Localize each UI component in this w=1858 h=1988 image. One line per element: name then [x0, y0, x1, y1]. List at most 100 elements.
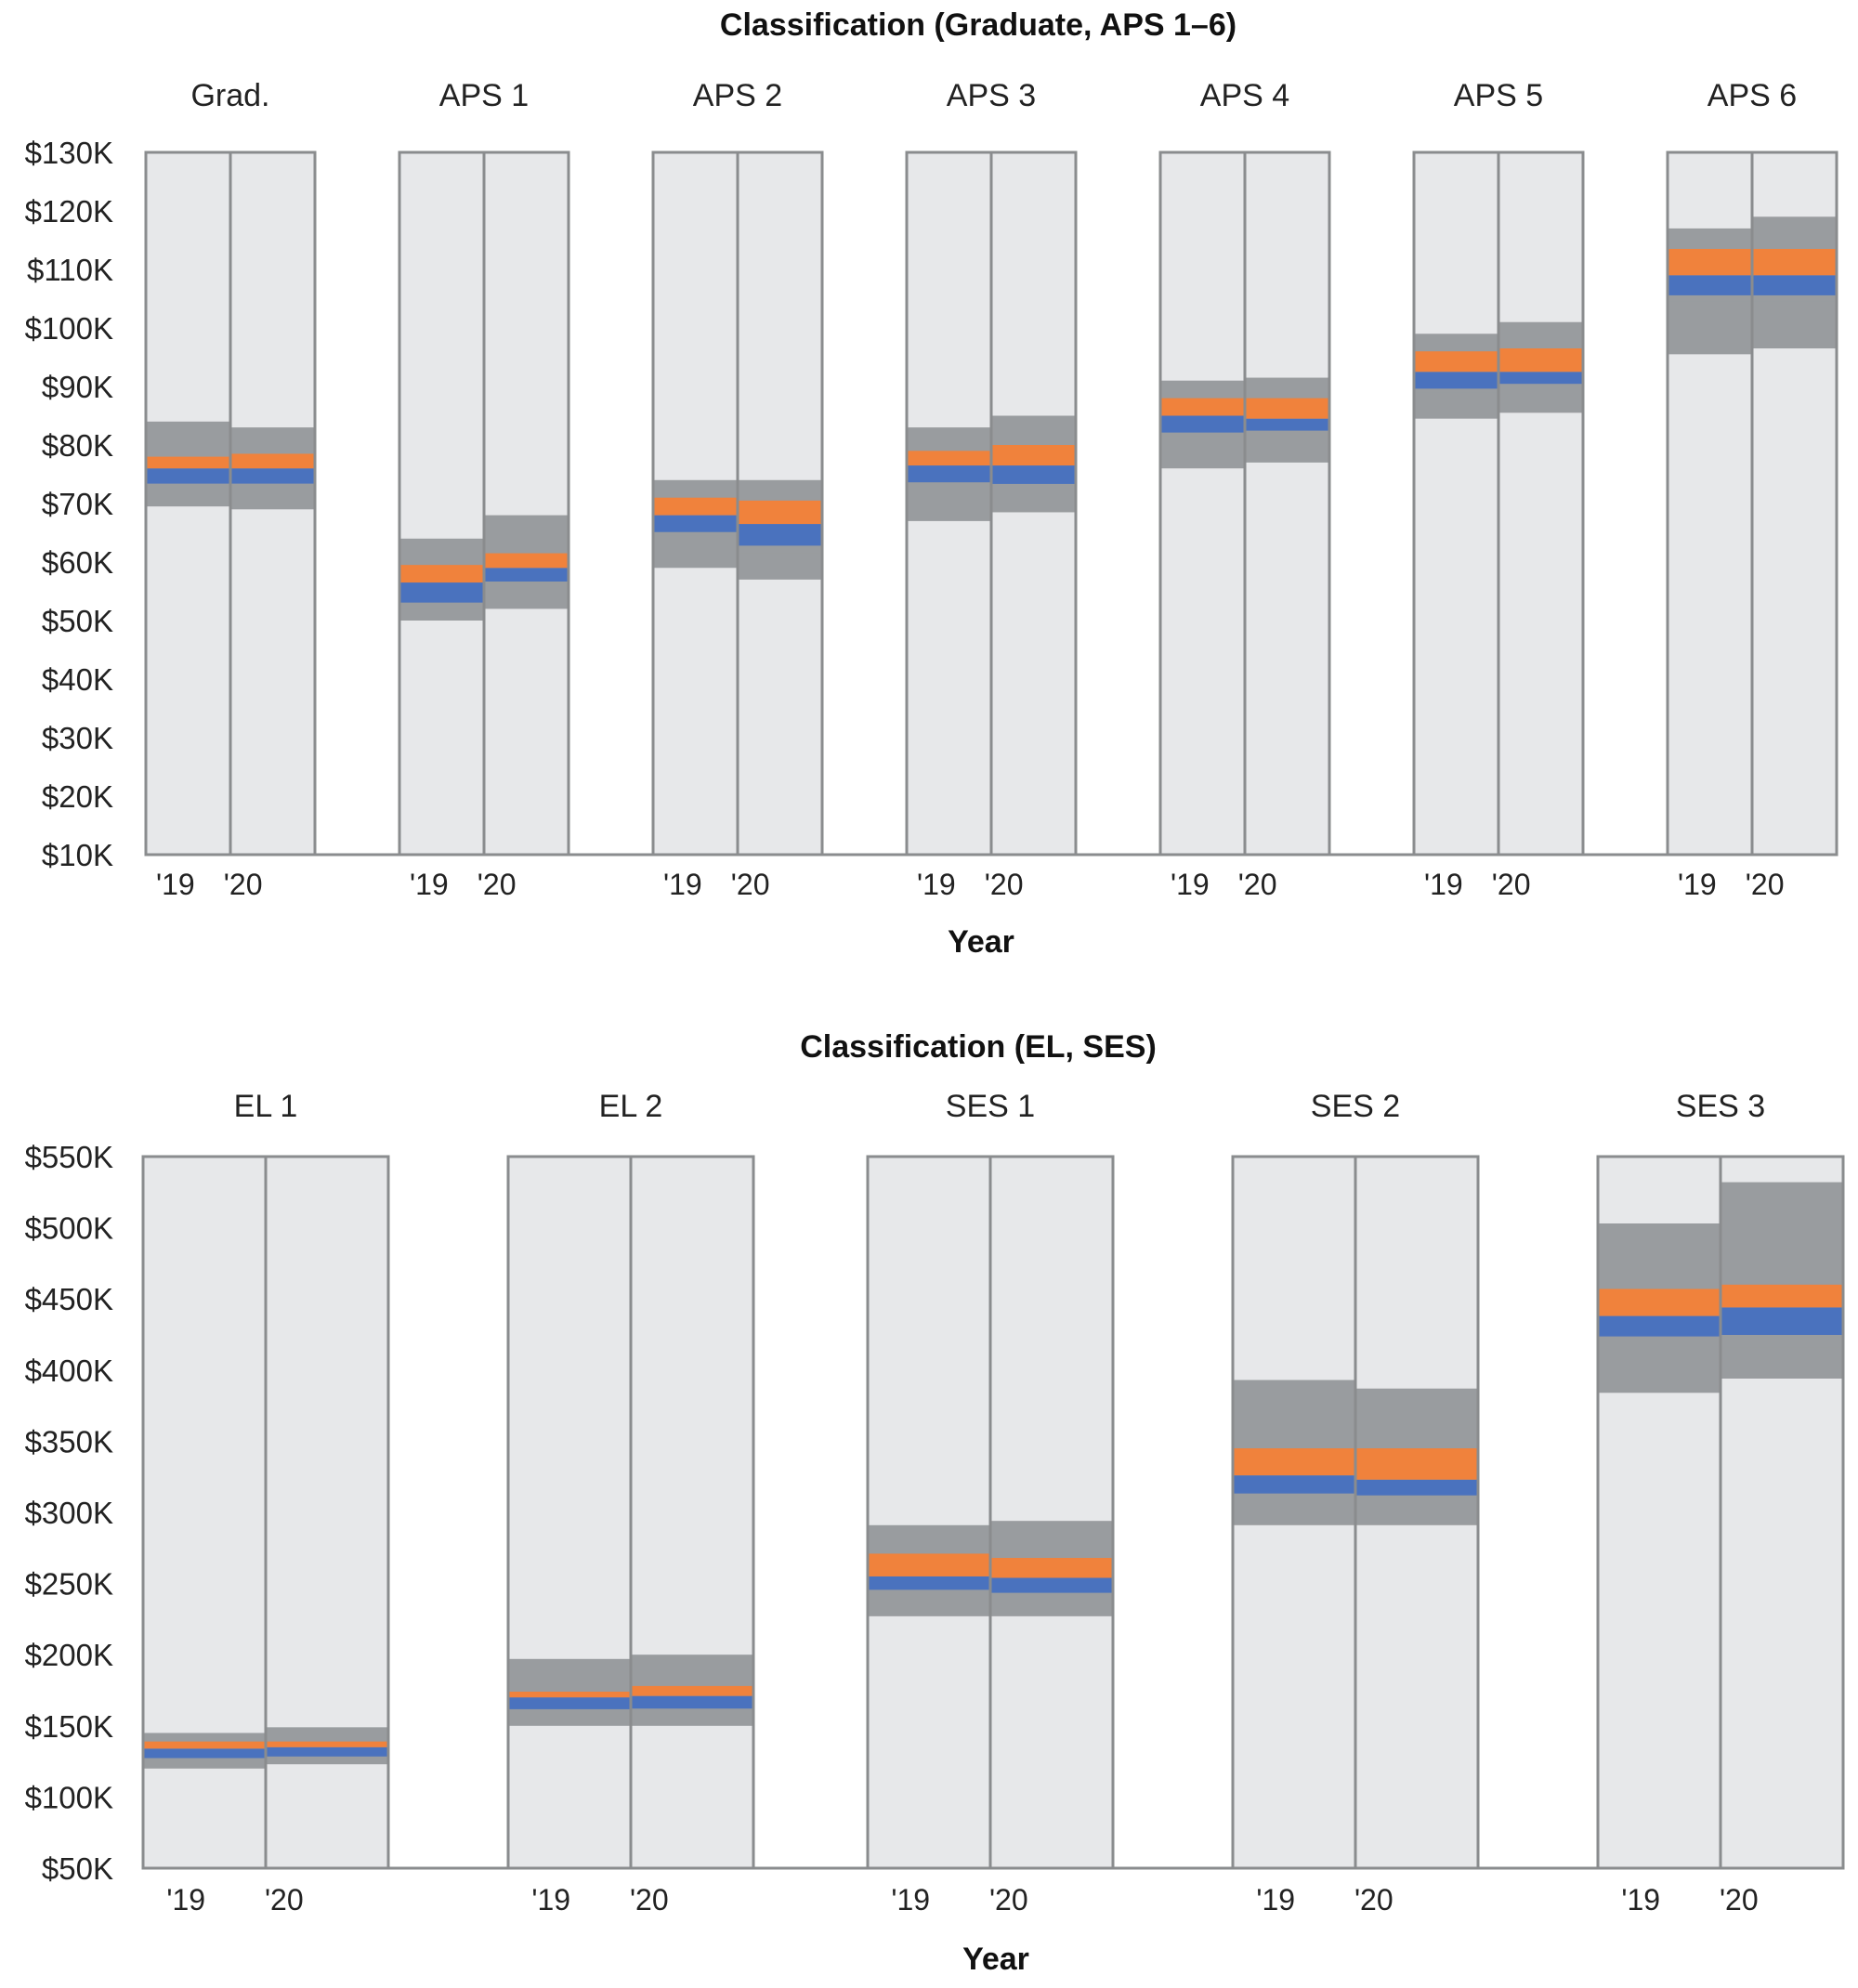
median-lower-band [508, 1697, 631, 1709]
year-tick-label: '19 [917, 868, 956, 901]
median-lower-band [266, 1746, 388, 1757]
median-upper-band [631, 1685, 753, 1696]
median-upper-band [738, 500, 822, 525]
group-label: Grad. [190, 78, 269, 113]
group-label: EL 1 [234, 1089, 298, 1124]
year-tick-label: '19 [891, 1883, 930, 1916]
chart-title: Classification (Graduate, APS 1–6) [720, 7, 1236, 43]
year-tick-label: '20 [630, 1883, 669, 1916]
year-tick-label: '19 [1171, 868, 1210, 901]
median-upper-band [1233, 1448, 1355, 1476]
y-tick-label: $10K [42, 838, 113, 872]
year-tick-label: '19 [1678, 868, 1717, 901]
median-lower-band [990, 1577, 1113, 1593]
bar-background [484, 152, 569, 855]
group-label: APS 2 [693, 78, 782, 113]
median-lower-band [1245, 418, 1329, 431]
group-label: EL 2 [599, 1089, 663, 1124]
median-upper-band [653, 497, 738, 516]
bar-background [1414, 152, 1498, 855]
y-tick-label: $100K [25, 1780, 113, 1814]
median-upper-band [1245, 398, 1329, 419]
year-tick-label: '20 [265, 1883, 304, 1916]
median-lower-band [146, 468, 230, 484]
median-upper-band [991, 445, 1076, 466]
median-upper-band [1598, 1288, 1721, 1316]
year-tick-label: '20 [1354, 1883, 1394, 1916]
year-tick-label: '20 [989, 1883, 1028, 1916]
y-tick-label: $30K [42, 721, 113, 755]
median-lower-band [230, 468, 315, 484]
median-lower-band [1233, 1475, 1355, 1494]
group-label: APS 5 [1454, 78, 1543, 113]
median-upper-band [399, 565, 484, 583]
y-tick-label: $120K [25, 194, 113, 229]
year-tick-label: '20 [1720, 1883, 1759, 1916]
median-lower-band [1598, 1315, 1721, 1337]
bar-background [1160, 152, 1245, 855]
chart-title: Classification (EL, SES) [800, 1029, 1157, 1065]
bar-background [1498, 152, 1583, 855]
bar-background [508, 1157, 631, 1868]
bar-background [631, 1157, 753, 1868]
year-tick-label: '19 [663, 868, 702, 901]
group-label: APS 1 [439, 78, 529, 113]
median-lower-band [1414, 372, 1498, 389]
median-lower-band [631, 1695, 753, 1709]
group-label: SES 1 [946, 1089, 1035, 1124]
median-upper-band [1355, 1448, 1478, 1480]
y-tick-label: $20K [42, 779, 113, 814]
median-lower-band [738, 524, 822, 546]
median-lower-band [653, 515, 738, 532]
bar-background [990, 1157, 1113, 1868]
y-tick-label: $550K [25, 1140, 113, 1174]
range-band [1721, 1182, 1843, 1379]
bar-background [1245, 152, 1329, 855]
median-lower-band [1498, 372, 1583, 385]
bar-background [399, 152, 484, 855]
median-upper-band [143, 1741, 266, 1749]
y-tick-label: $150K [25, 1709, 113, 1744]
median-lower-band [1668, 275, 1752, 295]
y-tick-label: $350K [25, 1424, 113, 1458]
median-lower-band [1160, 415, 1245, 433]
y-tick-label: $50K [42, 1851, 113, 1886]
y-tick-label: $500K [25, 1211, 113, 1246]
group-label: APS 6 [1708, 78, 1797, 113]
median-upper-band [508, 1692, 631, 1698]
median-upper-band [230, 453, 315, 469]
year-tick-label: '20 [1492, 868, 1531, 901]
median-lower-band [484, 568, 569, 582]
median-upper-band [907, 451, 991, 466]
median-upper-band [868, 1553, 990, 1576]
year-tick-label: '19 [531, 1883, 570, 1916]
median-upper-band [1668, 248, 1752, 276]
median-lower-band [1752, 275, 1837, 295]
y-tick-label: $300K [25, 1496, 113, 1530]
y-tick-label: $60K [42, 545, 113, 580]
median-upper-band [266, 1741, 388, 1747]
year-tick-label: '19 [1621, 1883, 1660, 1916]
median-lower-band [991, 465, 1076, 484]
median-upper-band [990, 1558, 1113, 1578]
median-lower-band [143, 1748, 266, 1759]
year-tick-label: '19 [156, 868, 195, 901]
median-lower-band [868, 1576, 990, 1590]
group-label: APS 3 [947, 78, 1036, 113]
year-tick-label: '20 [478, 868, 517, 901]
year-tick-label: '19 [410, 868, 449, 901]
median-lower-band [399, 582, 484, 603]
year-tick-label: '20 [985, 868, 1024, 901]
year-tick-label: '20 [1238, 868, 1277, 901]
y-tick-label: $450K [25, 1282, 113, 1316]
y-tick-label: $400K [25, 1354, 113, 1388]
y-tick-label: $70K [42, 487, 113, 521]
x-axis-title: Year [962, 1942, 1029, 1977]
median-upper-band [1752, 248, 1837, 276]
median-lower-band [907, 465, 991, 483]
y-tick-label: $80K [42, 428, 113, 463]
bar-background [868, 1157, 990, 1868]
year-tick-label: '19 [1256, 1883, 1295, 1916]
